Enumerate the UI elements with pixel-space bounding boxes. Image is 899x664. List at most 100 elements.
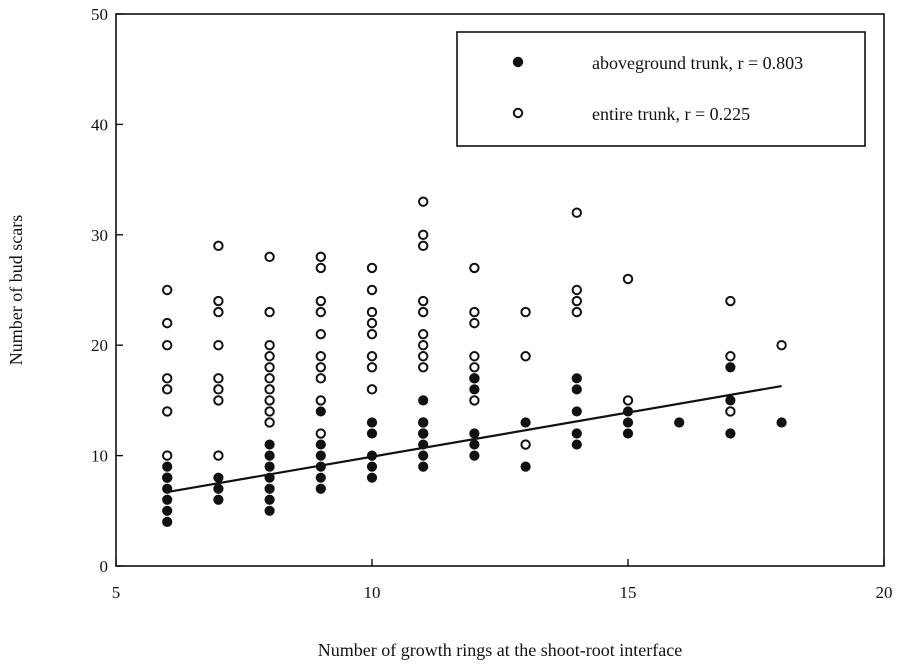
data-point-entire-trunk [264,395,275,406]
y-tick-label: 20 [91,336,108,355]
data-point-entire-trunk [264,251,275,263]
data-point-aboveground-trunk [366,472,378,483]
data-point-entire-trunk [264,373,275,384]
data-point-aboveground-trunk [366,417,378,428]
data-point-aboveground-trunk [571,384,582,395]
data-point-entire-trunk [469,317,480,329]
legend-label-aboveground: aboveground trunk, r = 0.803 [592,53,803,73]
data-point-aboveground-trunk [622,406,634,417]
data-point-aboveground-trunk [418,439,429,450]
y-tick-label: 0 [100,557,109,576]
data-point-entire-trunk [418,240,429,252]
data-point-entire-trunk [366,351,378,362]
data-point-entire-trunk [418,295,429,307]
data-point-aboveground-trunk [520,461,531,472]
x-axis: 5 10 15 20 [112,559,893,602]
data-point-aboveground-trunk [469,439,480,450]
data-point-entire-trunk [366,328,378,340]
data-point-aboveground-trunk [264,494,275,505]
data-point-entire-trunk [469,262,480,274]
data-point-entire-trunk [418,328,429,340]
data-point-aboveground-trunk [776,417,787,428]
data-point-aboveground-trunk [418,395,429,406]
data-point-aboveground-trunk [264,450,275,461]
data-point-entire-trunk [264,384,275,395]
data-point-entire-trunk [469,362,480,373]
data-point-entire-trunk [725,406,736,417]
x-tick-label: 15 [620,583,637,602]
data-point-entire-trunk [264,417,275,428]
data-point-entire-trunk [520,306,531,318]
data-point-aboveground-trunk [622,417,634,428]
data-point-entire-trunk [162,340,173,351]
series-entire-trunk [162,196,787,483]
data-point-entire-trunk [622,273,634,285]
data-point-aboveground-trunk [571,373,582,384]
data-point-entire-trunk [264,362,275,373]
data-point-aboveground-trunk [366,461,378,472]
data-point-entire-trunk [366,384,378,395]
data-point-entire-trunk [264,340,275,351]
data-point-aboveground-trunk [162,472,173,483]
data-point-aboveground-trunk [264,439,275,450]
data-point-aboveground-trunk [315,450,326,461]
data-point-aboveground-trunk [571,439,582,450]
data-point-aboveground-trunk [213,494,224,505]
data-point-entire-trunk [571,284,582,296]
data-point-aboveground-trunk [725,362,736,373]
data-point-entire-trunk [469,351,480,362]
y-tick-label: 30 [91,226,108,245]
legend-marker-filled [512,56,524,68]
legend-marker-open [512,107,524,119]
y-axis-label: Number of bud scars [6,215,26,365]
data-point-entire-trunk [622,395,634,406]
data-point-aboveground-trunk [418,461,429,472]
data-point-aboveground-trunk [162,505,173,516]
data-point-entire-trunk [213,373,224,384]
data-point-entire-trunk [571,306,582,318]
data-point-entire-trunk [213,450,224,461]
data-point-entire-trunk [315,395,326,406]
data-point-aboveground-trunk [725,428,736,439]
data-point-aboveground-trunk [264,461,275,472]
data-point-entire-trunk [264,406,275,417]
data-point-entire-trunk [418,306,429,318]
data-point-entire-trunk [315,328,326,340]
legend: aboveground trunk, r = 0.803 entire trun… [456,31,866,147]
data-point-aboveground-trunk [264,505,275,516]
data-point-aboveground-trunk [571,406,582,417]
data-point-aboveground-trunk [213,472,224,483]
x-tick-label: 10 [364,583,381,602]
data-point-entire-trunk [264,306,275,318]
data-point-entire-trunk [213,306,224,318]
data-point-aboveground-trunk [725,395,736,406]
data-point-entire-trunk [213,295,224,307]
data-point-entire-trunk [162,384,173,395]
data-point-entire-trunk [315,251,326,263]
data-point-aboveground-trunk [162,483,173,494]
data-point-entire-trunk [213,340,224,351]
data-point-entire-trunk [418,229,429,241]
data-point-entire-trunk [366,306,378,318]
data-point-aboveground-trunk [162,516,173,527]
legend-box [456,31,866,147]
x-axis-label: Number of growth rings at the shoot-root… [318,640,682,660]
data-point-aboveground-trunk [264,472,275,483]
data-point-aboveground-trunk [315,406,326,417]
data-point-aboveground-trunk [213,483,224,494]
y-axis: 0 10 20 30 40 50 [91,5,123,576]
data-point-entire-trunk [469,306,480,318]
data-point-entire-trunk [315,295,326,307]
data-point-entire-trunk [315,306,326,318]
data-point-entire-trunk [418,196,429,207]
data-point-aboveground-trunk [162,461,173,472]
data-point-aboveground-trunk [571,428,582,439]
data-point-entire-trunk [725,295,736,307]
data-point-entire-trunk [315,262,326,274]
data-point-entire-trunk [571,207,582,218]
data-point-entire-trunk [162,450,173,461]
data-point-entire-trunk [162,284,173,296]
data-point-entire-trunk [571,295,582,307]
data-point-entire-trunk [315,373,326,384]
data-point-aboveground-trunk [366,428,378,439]
